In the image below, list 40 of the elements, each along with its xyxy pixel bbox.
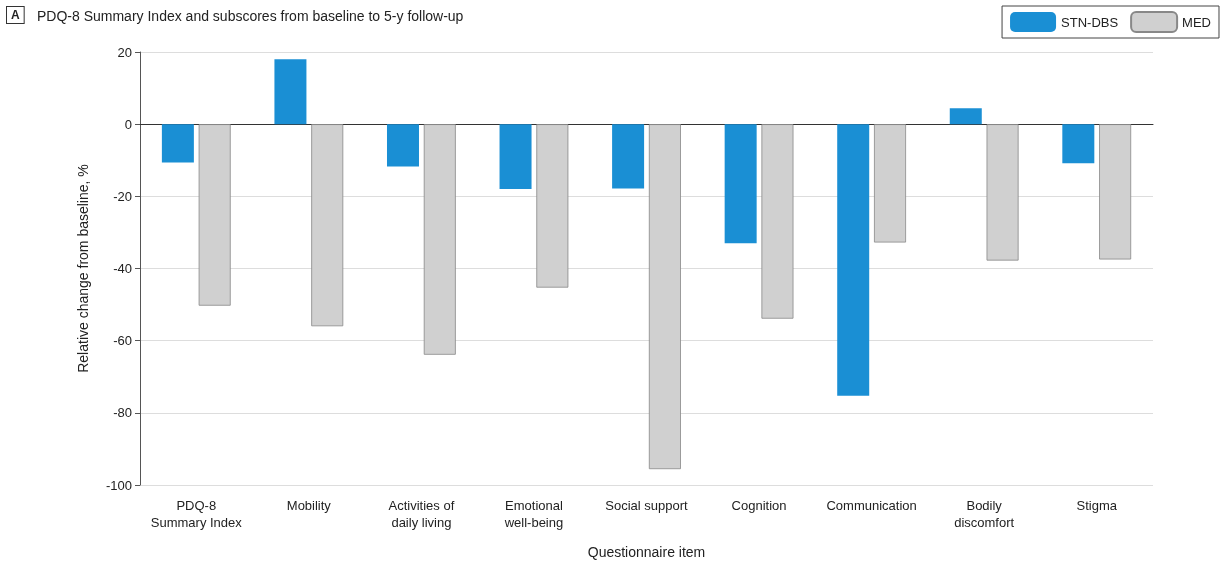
bar xyxy=(949,108,982,125)
bar xyxy=(161,124,194,163)
bar xyxy=(423,124,456,355)
y-tick-label: -80 xyxy=(113,405,132,421)
x-tick-label: Communication xyxy=(826,498,917,513)
y-tick-label: -60 xyxy=(113,333,132,349)
bar xyxy=(536,124,569,288)
bar xyxy=(837,124,870,396)
bar xyxy=(386,124,419,167)
x-tick-label: Bodily discomfort xyxy=(954,498,1015,530)
bar xyxy=(612,124,645,189)
bar xyxy=(761,124,794,319)
x-tick-label: Social support xyxy=(605,498,689,513)
y-tick-label: 20 xyxy=(117,44,132,60)
legend-label: STN-DBS xyxy=(1061,14,1119,30)
y-tick-label: -100 xyxy=(105,477,132,493)
bar xyxy=(1099,124,1132,260)
bar xyxy=(724,124,757,244)
x-tick-label: Mobility xyxy=(286,498,332,513)
x-tick-label: Stigma xyxy=(1076,498,1118,513)
y-tick-label: -20 xyxy=(113,188,132,204)
chart-title: PDQ-8 Summary Index and subscores from baseline to 5-y follow-up xyxy=(37,8,464,24)
bar xyxy=(986,124,1019,261)
x-tick-label: Cognition xyxy=(731,498,787,513)
text: A xyxy=(11,8,20,22)
y-axis-title: Relative change from baseline, % xyxy=(75,164,91,373)
legend-label: MED xyxy=(1182,14,1211,30)
x-tick-label: Activities of daily living xyxy=(388,498,455,530)
bar xyxy=(274,59,307,125)
x-tick-label: Emotional well-being xyxy=(503,498,564,530)
x-tick-label: PDQ-8 Summary Index xyxy=(150,498,243,530)
y-tick-label: 0 xyxy=(124,116,132,132)
bar xyxy=(874,124,907,243)
bar xyxy=(1062,124,1095,164)
bar xyxy=(648,124,681,470)
bar xyxy=(198,124,231,306)
bar xyxy=(499,124,532,190)
bar xyxy=(311,124,344,327)
y-tick-label: -40 xyxy=(113,261,132,276)
x-axis-title: Questionnaire item xyxy=(587,544,706,560)
